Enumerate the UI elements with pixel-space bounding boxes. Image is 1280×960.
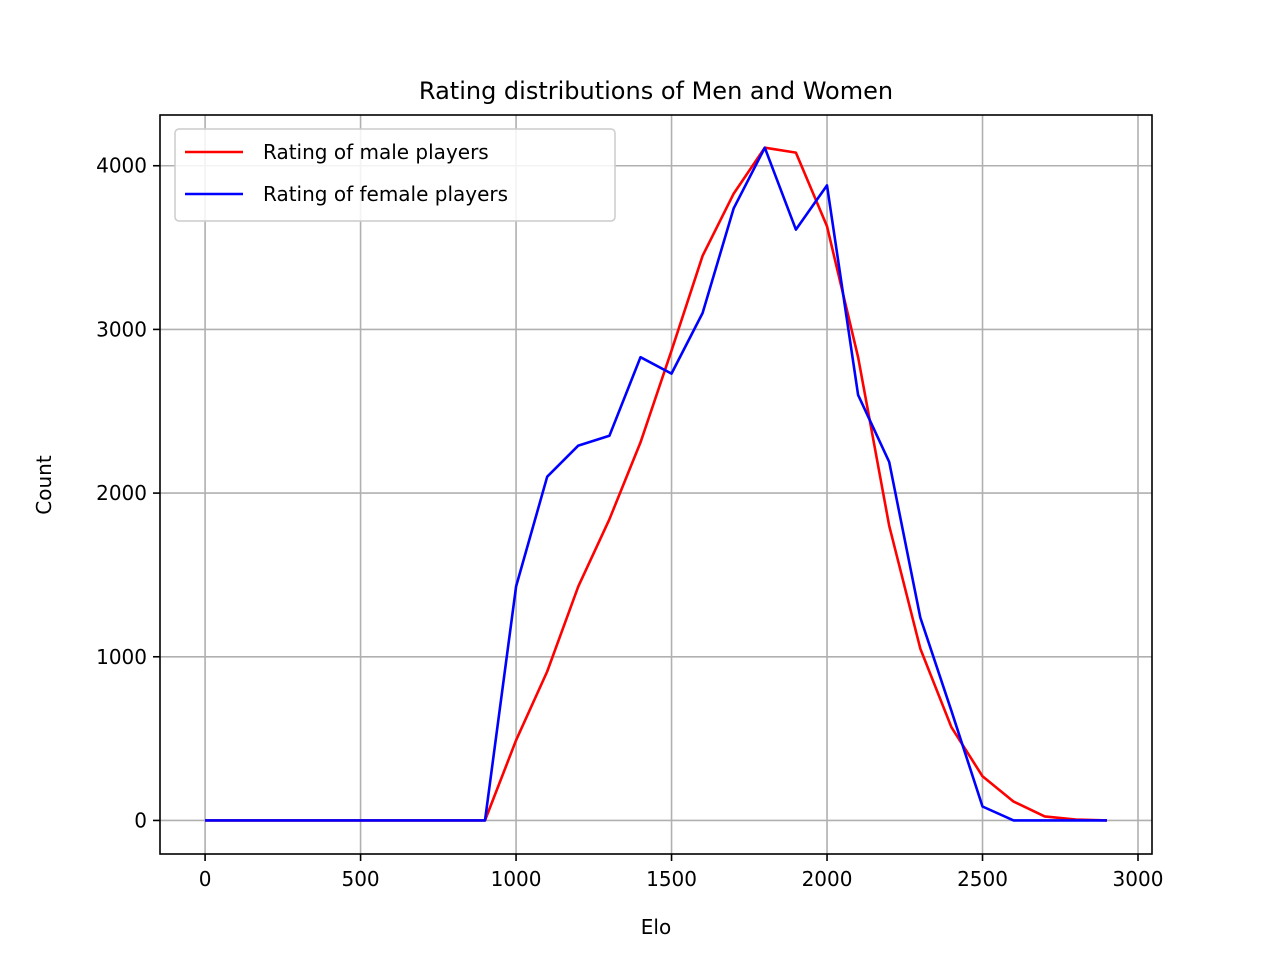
legend: Rating of male players Rating of female p… (174, 128, 616, 222)
y-axis-label: Count (32, 455, 56, 515)
legend-box (174, 128, 616, 222)
x-tick-label: 2000 (802, 867, 853, 891)
x-axis-label: Elo (641, 915, 671, 939)
x-tick-label: 3000 (1113, 867, 1164, 891)
x-tick-label: 1500 (646, 867, 697, 891)
x-tick-label: 1000 (491, 867, 542, 891)
y-tick-label: 3000 (96, 317, 147, 341)
y-tick-label: 2000 (96, 481, 147, 505)
x-tick-label: 2500 (957, 867, 1008, 891)
legend-label: Rating of male players (263, 140, 489, 164)
ticks: 0 500 1000 1500 2000 2500 3000 0 1000 2000 3000 400… (96, 154, 1163, 891)
x-tick-label: 0 (199, 867, 212, 891)
plot-frame (159, 114, 1153, 855)
y-tick-label: 4000 (96, 154, 147, 178)
series-lines (205, 146, 1107, 822)
series-line-female (205, 146, 1107, 822)
legend-label: Rating of female players (263, 182, 508, 206)
y-tick-label: 1000 (96, 645, 147, 669)
y-tick-label: 0 (134, 808, 147, 832)
x-tick-label: 500 (341, 867, 379, 891)
chart-title: Rating distributions of Men and Women (419, 77, 893, 105)
